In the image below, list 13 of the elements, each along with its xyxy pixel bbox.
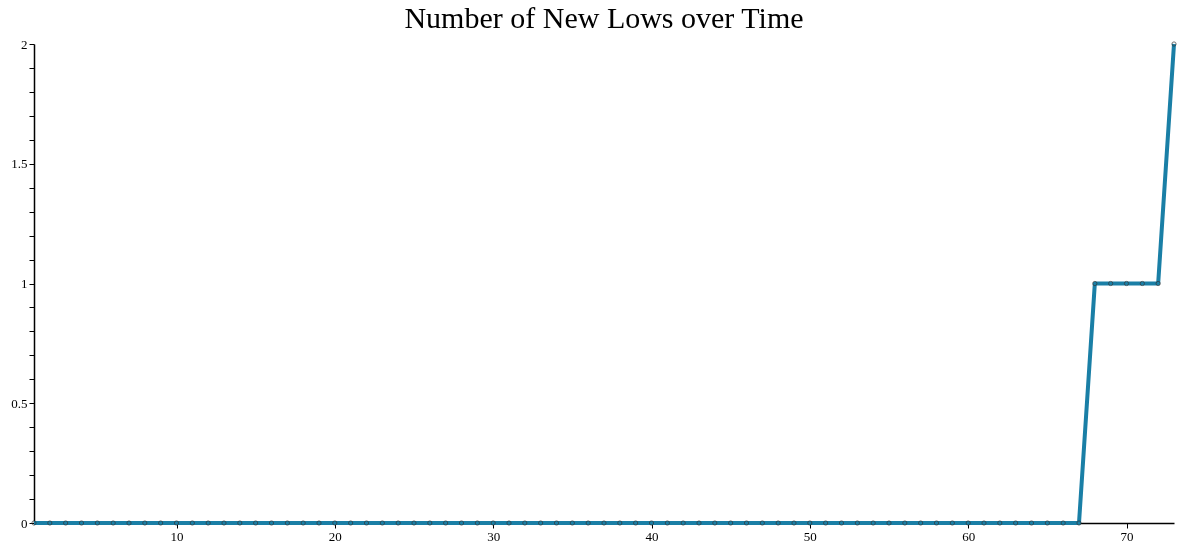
y-tick-label: 0.5 bbox=[11, 395, 28, 411]
x-tick-label: 70 bbox=[1120, 528, 1134, 544]
y-tick-label: 1 bbox=[21, 276, 28, 291]
x-tick-label: 60 bbox=[962, 528, 976, 544]
y-tick-label: 0 bbox=[21, 515, 28, 531]
x-tick-label: 10 bbox=[170, 528, 184, 544]
x-tick-label: 40 bbox=[645, 528, 659, 544]
y-tick-label: 1.5 bbox=[11, 156, 28, 172]
y-tick-label: 2 bbox=[21, 36, 28, 52]
x-tick-label: 30 bbox=[487, 528, 501, 544]
x-tick-label: 50 bbox=[803, 528, 817, 544]
x-tick-label: 20 bbox=[328, 528, 342, 544]
chart-title: Number of New Lows over Time bbox=[404, 1, 804, 34]
